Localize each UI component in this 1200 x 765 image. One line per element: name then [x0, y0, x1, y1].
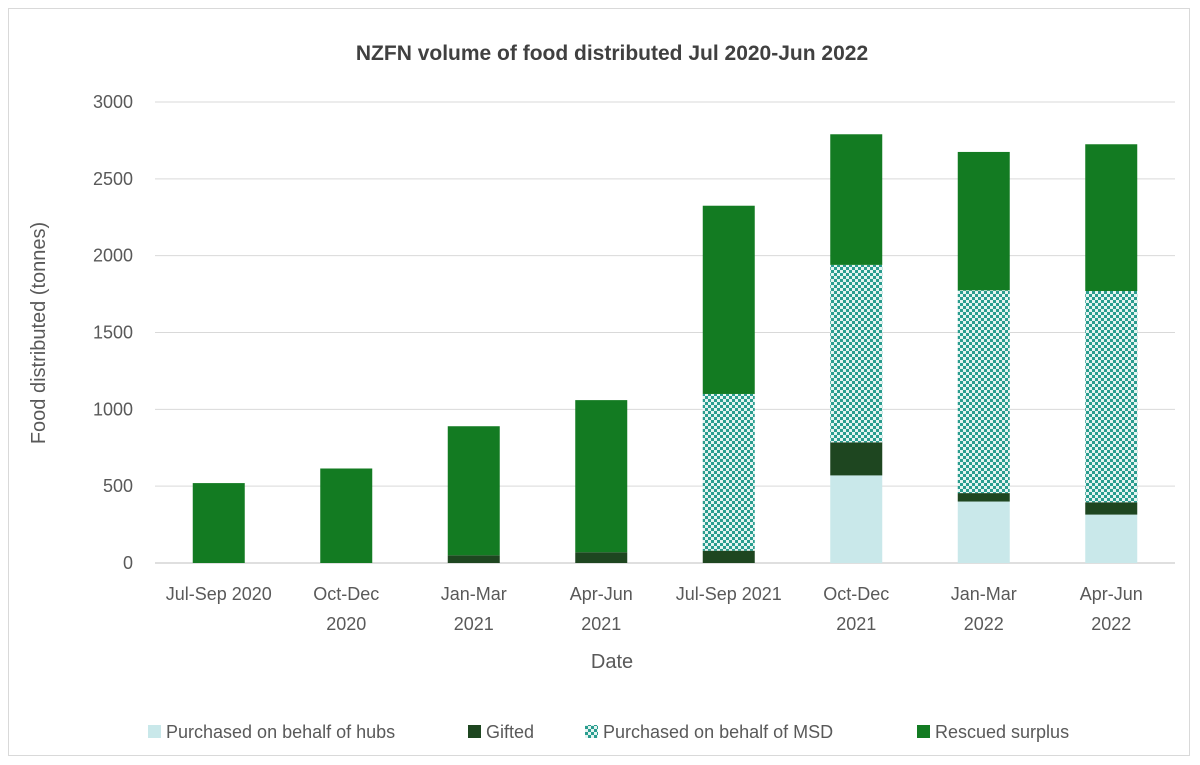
x-tick-label: Apr-Jun	[1080, 584, 1143, 604]
bar-segment	[702, 550, 755, 563]
bar-segment	[957, 290, 1010, 494]
bar-segment	[575, 400, 628, 553]
bar-segment	[957, 493, 1010, 502]
x-tick-label: Jan-Mar	[951, 584, 1017, 604]
y-tick-label: 2500	[93, 169, 133, 189]
bars	[192, 134, 1138, 563]
x-tick-label: Oct-Dec	[823, 584, 889, 604]
legend-label: Rescued surplus	[935, 722, 1069, 742]
bar-segment	[320, 468, 373, 563]
x-tick-label: Apr-Jun	[570, 584, 633, 604]
chart-title: NZFN volume of food distributed Jul 2020…	[356, 42, 868, 65]
bar-segment	[957, 151, 1010, 291]
bar-segment	[957, 501, 1010, 563]
bar-segment	[830, 442, 883, 476]
bar-segment	[447, 555, 500, 563]
legend-label: Gifted	[486, 722, 534, 742]
legend-label: Purchased on behalf of MSD	[603, 722, 833, 742]
bar-segment	[1085, 502, 1138, 515]
x-tick-label: 2021	[836, 614, 876, 634]
y-tick-label: 2000	[93, 246, 133, 266]
bar-segment	[1085, 144, 1138, 292]
x-tick-label: 2020	[326, 614, 366, 634]
y-tick-label: 1500	[93, 323, 133, 343]
bar-segment	[447, 426, 500, 556]
x-tick-label: 2022	[964, 614, 1004, 634]
legend-label: Purchased on behalf of hubs	[166, 722, 395, 742]
bar-segment	[575, 552, 628, 563]
x-tick-label: 2021	[454, 614, 494, 634]
y-tick-label: 500	[103, 476, 133, 496]
y-axis-label: Food distributed (tonnes)	[28, 222, 50, 444]
legend-swatch	[148, 725, 161, 738]
x-tick-label: Jan-Mar	[441, 584, 507, 604]
x-tick-label: Oct-Dec	[313, 584, 379, 604]
x-tick-label: Jul-Sep 2021	[676, 584, 782, 604]
legend-swatch	[585, 725, 598, 738]
y-tick-label: 0	[123, 553, 133, 573]
legend: Purchased on behalf of hubs Gifted Purchas…	[148, 722, 1069, 742]
y-tick-label: 1000	[93, 399, 133, 419]
x-tick-label: 2022	[1091, 614, 1131, 634]
x-axis: Jul-Sep 2020 Oct-Dec 2020 Jan-Mar 2021 Apr-Ju…	[166, 584, 1143, 634]
bar-segment	[1085, 291, 1138, 503]
bar-segment	[1085, 514, 1138, 563]
x-tick-label: 2021	[581, 614, 621, 634]
bar-segment	[830, 134, 883, 265]
legend-swatch	[468, 725, 481, 738]
x-tick-label: Jul-Sep 2020	[166, 584, 272, 604]
bar-segment	[702, 205, 755, 394]
gridlines	[155, 101, 1175, 564]
legend-swatch	[917, 725, 930, 738]
bar-segment	[830, 264, 883, 443]
y-axis: 0 500 1000 1500 2000 2500 3000	[93, 92, 133, 573]
y-tick-label: 3000	[93, 92, 133, 112]
x-axis-label: Date	[591, 651, 633, 673]
bar-segment	[192, 483, 245, 563]
bar-segment	[830, 475, 883, 563]
bar-segment	[702, 393, 755, 551]
